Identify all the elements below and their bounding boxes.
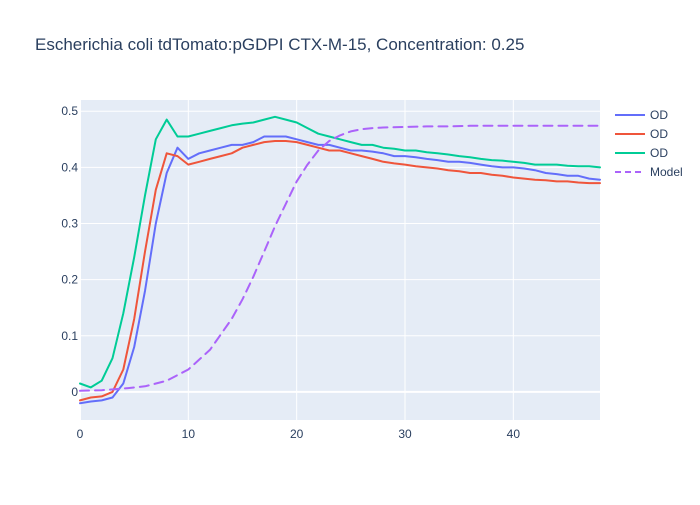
- series-line-3: [79, 115, 601, 389]
- series-layer: [79, 115, 601, 405]
- legend-label: OD: [650, 127, 668, 141]
- x-tick-label: 20: [290, 427, 304, 441]
- legend: OD OD OD Model: [615, 108, 683, 179]
- y-axis-ticks: 0 0.1 0.2 0.3 0.4 0.5: [61, 104, 78, 399]
- x-tick-label: 10: [182, 427, 196, 441]
- y-tick-label: 0: [71, 385, 78, 399]
- x-tick-label: 30: [398, 427, 412, 441]
- series-line-2: [79, 140, 601, 402]
- x-axis-ticks: 0 10 20 30 40: [77, 427, 521, 441]
- x-tick-label: 40: [507, 427, 521, 441]
- legend-item[interactable]: OD: [615, 146, 668, 160]
- y-tick-label: 0.1: [61, 329, 78, 343]
- x-tick-label: 0: [77, 427, 84, 441]
- chart-title: Escherichia coli tdTomato:pGDPI CTX-M-15…: [35, 35, 524, 54]
- zero-line-layer: [79, 100, 600, 420]
- y-tick-label: 0.5: [61, 104, 78, 118]
- legend-item[interactable]: OD: [615, 108, 668, 122]
- legend-label: Model: [650, 165, 683, 179]
- series-line-4: [79, 124, 601, 392]
- legend-item[interactable]: OD: [615, 127, 668, 141]
- y-tick-label: 0.3: [61, 217, 78, 231]
- legend-item[interactable]: Model: [615, 165, 683, 179]
- series-line-1: [79, 135, 601, 405]
- y-tick-label: 0.2: [61, 273, 78, 287]
- y-tick-label: 0.4: [61, 160, 78, 174]
- legend-label: OD: [650, 108, 668, 122]
- legend-label: OD: [650, 146, 668, 160]
